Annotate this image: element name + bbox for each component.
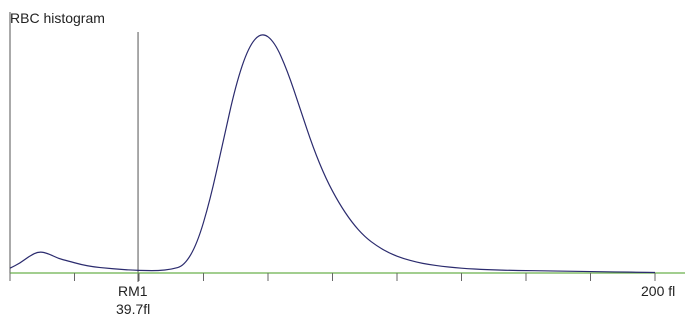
histogram-curve	[9, 34, 656, 274]
x-max-label: 200 fl	[641, 283, 676, 299]
marker-value-label: 39.7fl	[116, 301, 151, 317]
chart-title: RBC histogram	[10, 10, 105, 26]
marker-name-label: RM1	[118, 283, 148, 299]
